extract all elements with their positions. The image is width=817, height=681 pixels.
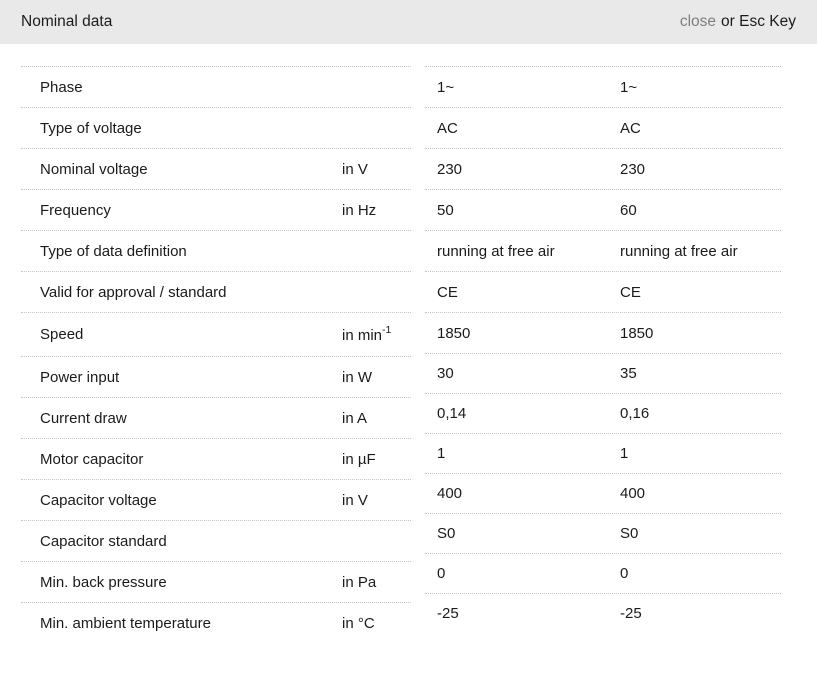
spec-values-row: CE CE <box>425 271 781 312</box>
close-controls: close or Esc Key <box>680 13 796 31</box>
spec-value: 1~ <box>437 78 455 96</box>
spec-value: 0 <box>620 565 629 582</box>
spec-value: 230 <box>437 160 463 178</box>
spec-label: Nominal voltage <box>40 160 148 178</box>
spec-unit: in Pa <box>342 573 377 591</box>
spec-unit: in W <box>342 368 372 386</box>
spec-value: 30 <box>437 365 454 382</box>
spec-values-row: running at free air running at free air <box>425 230 781 271</box>
spec-values-row: 30 35 <box>425 353 781 393</box>
spec-unit: in min-1 <box>342 324 392 344</box>
spec-unit-superscript: -1 <box>382 324 392 336</box>
spec-value: -25 <box>620 605 642 622</box>
spec-value: 1 <box>437 445 446 462</box>
spec-label: Phase <box>40 78 83 96</box>
spec-table-area: Phase Type of voltage Nominal voltage in V F… <box>0 44 817 681</box>
spec-values-row: -25 -25 <box>425 593 781 633</box>
spec-value: S0 <box>620 525 639 542</box>
spec-values-row: 400 400 <box>425 473 781 513</box>
spec-row: Capacitor voltage in V <box>21 479 411 520</box>
spec-value: 35 <box>620 365 637 382</box>
spec-value: 0 <box>437 565 446 582</box>
spec-values-row: 1~ 1~ <box>425 66 781 107</box>
spec-unit: in Hz <box>342 201 377 219</box>
spec-value: 1~ <box>620 78 638 96</box>
spec-value: 0,16 <box>620 405 650 422</box>
spec-values-row: AC AC <box>425 107 781 148</box>
spec-values-row: 230 230 <box>425 148 781 189</box>
spec-row: Min. back pressure in Pa <box>21 561 411 602</box>
spec-label: Capacitor voltage <box>40 491 157 509</box>
spec-value: CE <box>437 283 458 301</box>
spec-value: running at free air <box>620 242 738 260</box>
spec-value: 1850 <box>437 324 471 342</box>
spec-value: 400 <box>620 485 646 502</box>
spec-label: Current draw <box>40 409 127 427</box>
modal-header: Nominal data close or Esc Key <box>0 0 817 44</box>
spec-value: 0,14 <box>437 405 467 422</box>
spec-value: -25 <box>437 605 459 622</box>
spec-value: 400 <box>437 485 463 502</box>
spec-value: AC <box>620 119 641 137</box>
spec-value: 50 <box>437 201 454 219</box>
spec-label-table: Phase Type of voltage Nominal voltage in V F… <box>21 66 411 643</box>
spec-row: Type of voltage <box>21 107 411 148</box>
spec-label: Min. ambient temperature <box>40 614 211 632</box>
spec-label: Valid for approval / standard <box>40 283 227 301</box>
spec-unit: in V <box>342 160 368 178</box>
spec-label: Power input <box>40 368 120 386</box>
spec-label: Min. back pressure <box>40 573 167 591</box>
page-title: Nominal data <box>21 13 113 30</box>
spec-row: Current draw in A <box>21 397 411 438</box>
spec-unit: in A <box>342 409 368 427</box>
spec-value: 60 <box>620 201 637 219</box>
spec-value: 1850 <box>620 324 654 342</box>
spec-value: CE <box>620 283 641 301</box>
spec-unit: in µF <box>342 450 376 468</box>
spec-unit: in °C <box>342 614 375 632</box>
spec-values-row: S0 S0 <box>425 513 781 553</box>
spec-row: Frequency in Hz <box>21 189 411 230</box>
spec-row: Valid for approval / standard <box>21 271 411 312</box>
spec-value: running at free air <box>437 242 555 260</box>
spec-label: Capacitor standard <box>40 532 167 550</box>
spec-row: Type of data definition <box>21 230 411 271</box>
spec-values-table: 1~ 1~ AC AC 230 230 50 60 running at free air run… <box>425 66 781 633</box>
spec-row: Min. ambient temperature in °C <box>21 602 411 643</box>
spec-label: Type of voltage <box>40 119 142 137</box>
spec-row: Motor capacitor in µF <box>21 438 411 479</box>
spec-row: Capacitor standard <box>21 520 411 561</box>
spec-row: Speed in min-1 <box>21 312 411 356</box>
spec-values-row: 50 60 <box>425 189 781 230</box>
spec-row: Nominal voltage in V <box>21 148 411 189</box>
spec-label: Speed <box>40 326 84 343</box>
spec-values-row: 0,14 0,16 <box>425 393 781 433</box>
spec-values-row: 1850 1850 <box>425 312 781 353</box>
spec-value: AC <box>437 119 458 137</box>
spec-label: Frequency <box>40 201 111 219</box>
esc-key-hint: or Esc Key <box>721 13 796 30</box>
spec-label: Type of data definition <box>40 242 187 260</box>
spec-value: 1 <box>620 445 629 462</box>
spec-label: Motor capacitor <box>40 450 144 468</box>
spec-value: 230 <box>620 160 646 178</box>
spec-row: Phase <box>21 66 411 107</box>
spec-unit: in V <box>342 491 368 509</box>
spec-row: Power input in W <box>21 356 411 397</box>
spec-value: S0 <box>437 525 456 542</box>
close-button[interactable]: close <box>679 13 717 30</box>
